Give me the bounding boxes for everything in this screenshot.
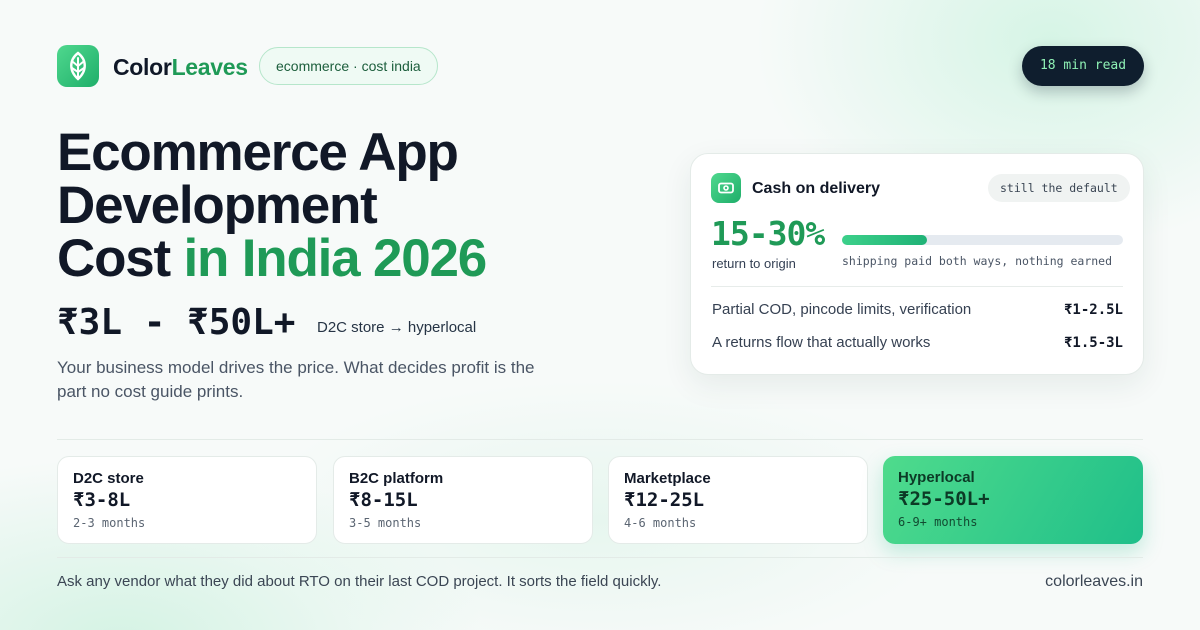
row-label: A returns flow that actually works bbox=[712, 334, 931, 351]
card-stat: 15-30% bbox=[711, 214, 825, 253]
tier-timeline: 6-9+ months bbox=[898, 515, 978, 529]
tier-name: Marketplace bbox=[624, 470, 711, 487]
logo bbox=[57, 45, 99, 87]
row-cost: ₹1.5-3L bbox=[1063, 335, 1123, 351]
title-line: Development bbox=[57, 176, 378, 235]
footer-site: colorleaves.in bbox=[1045, 573, 1143, 590]
tag: ecommerce · cost india bbox=[259, 47, 438, 85]
card-stat-label: return to origin bbox=[712, 256, 796, 271]
title-line: Cost in India 2026 bbox=[57, 229, 488, 288]
cash-icon bbox=[718, 182, 734, 194]
brand-name: Color bbox=[113, 54, 172, 80]
price-scope: D2C store → hyperlocal bbox=[317, 319, 477, 336]
divider bbox=[57, 557, 1143, 558]
footer-note: Ask any vendor what they did about RTO o… bbox=[57, 573, 662, 590]
tier-card-highlight: Hyperlocal ₹25-50L+ 6-9+ months bbox=[883, 456, 1143, 544]
title-text: Cost bbox=[57, 229, 171, 288]
card-title: Cash on delivery bbox=[752, 180, 881, 197]
description: Your business model drives the price. Wh… bbox=[57, 358, 535, 401]
tier-cost: ₹3-8L bbox=[73, 489, 131, 511]
brand: ColorLeaves bbox=[113, 54, 248, 81]
progress-track bbox=[842, 235, 1123, 245]
card-badge: still the default bbox=[988, 174, 1130, 202]
tier-cost: ₹8-15L bbox=[349, 489, 418, 511]
brand-name-accent: Leaves bbox=[171, 54, 249, 80]
progress-fill bbox=[842, 235, 927, 245]
read-time: 18 min read bbox=[1022, 46, 1144, 86]
price-range: ₹3L - ₹50L+ bbox=[57, 302, 296, 343]
tier-cost: ₹12-25L bbox=[624, 489, 705, 511]
tier-name: B2C platform bbox=[349, 470, 444, 487]
logo-leaf bbox=[70, 51, 86, 81]
tier-name: Hyperlocal bbox=[898, 469, 975, 486]
row-label: Partial COD, pincode limits, verificatio… bbox=[712, 301, 972, 318]
divider bbox=[57, 439, 1143, 440]
tier-cost: ₹25-50L+ bbox=[898, 488, 990, 510]
row-cost: ₹1-2.5L bbox=[1063, 302, 1123, 318]
title-highlight: in India 2026 bbox=[183, 229, 488, 288]
tier-timeline: 3-5 months bbox=[349, 516, 422, 530]
tier-card: B2C platform ₹8-15L 3-5 months bbox=[333, 456, 593, 544]
tier-timeline: 2-3 months bbox=[73, 516, 146, 530]
tier-card: Marketplace ₹12-25L 4-6 months bbox=[608, 456, 868, 544]
title: Ecommerce App Development Cost in India … bbox=[57, 123, 488, 288]
tier-timeline: 4-6 months bbox=[624, 516, 697, 530]
tier-card: D2C store ₹3-8L 2-3 months bbox=[57, 456, 317, 544]
title-line: Ecommerce App bbox=[57, 123, 459, 182]
divider bbox=[711, 286, 1123, 287]
tier-name: D2C store bbox=[73, 470, 144, 487]
cod-card: Cash on delivery still the default 15-30… bbox=[690, 153, 1144, 375]
bar-caption: shipping paid both ways, nothing earned bbox=[842, 254, 1113, 268]
card-icon bbox=[711, 173, 741, 203]
